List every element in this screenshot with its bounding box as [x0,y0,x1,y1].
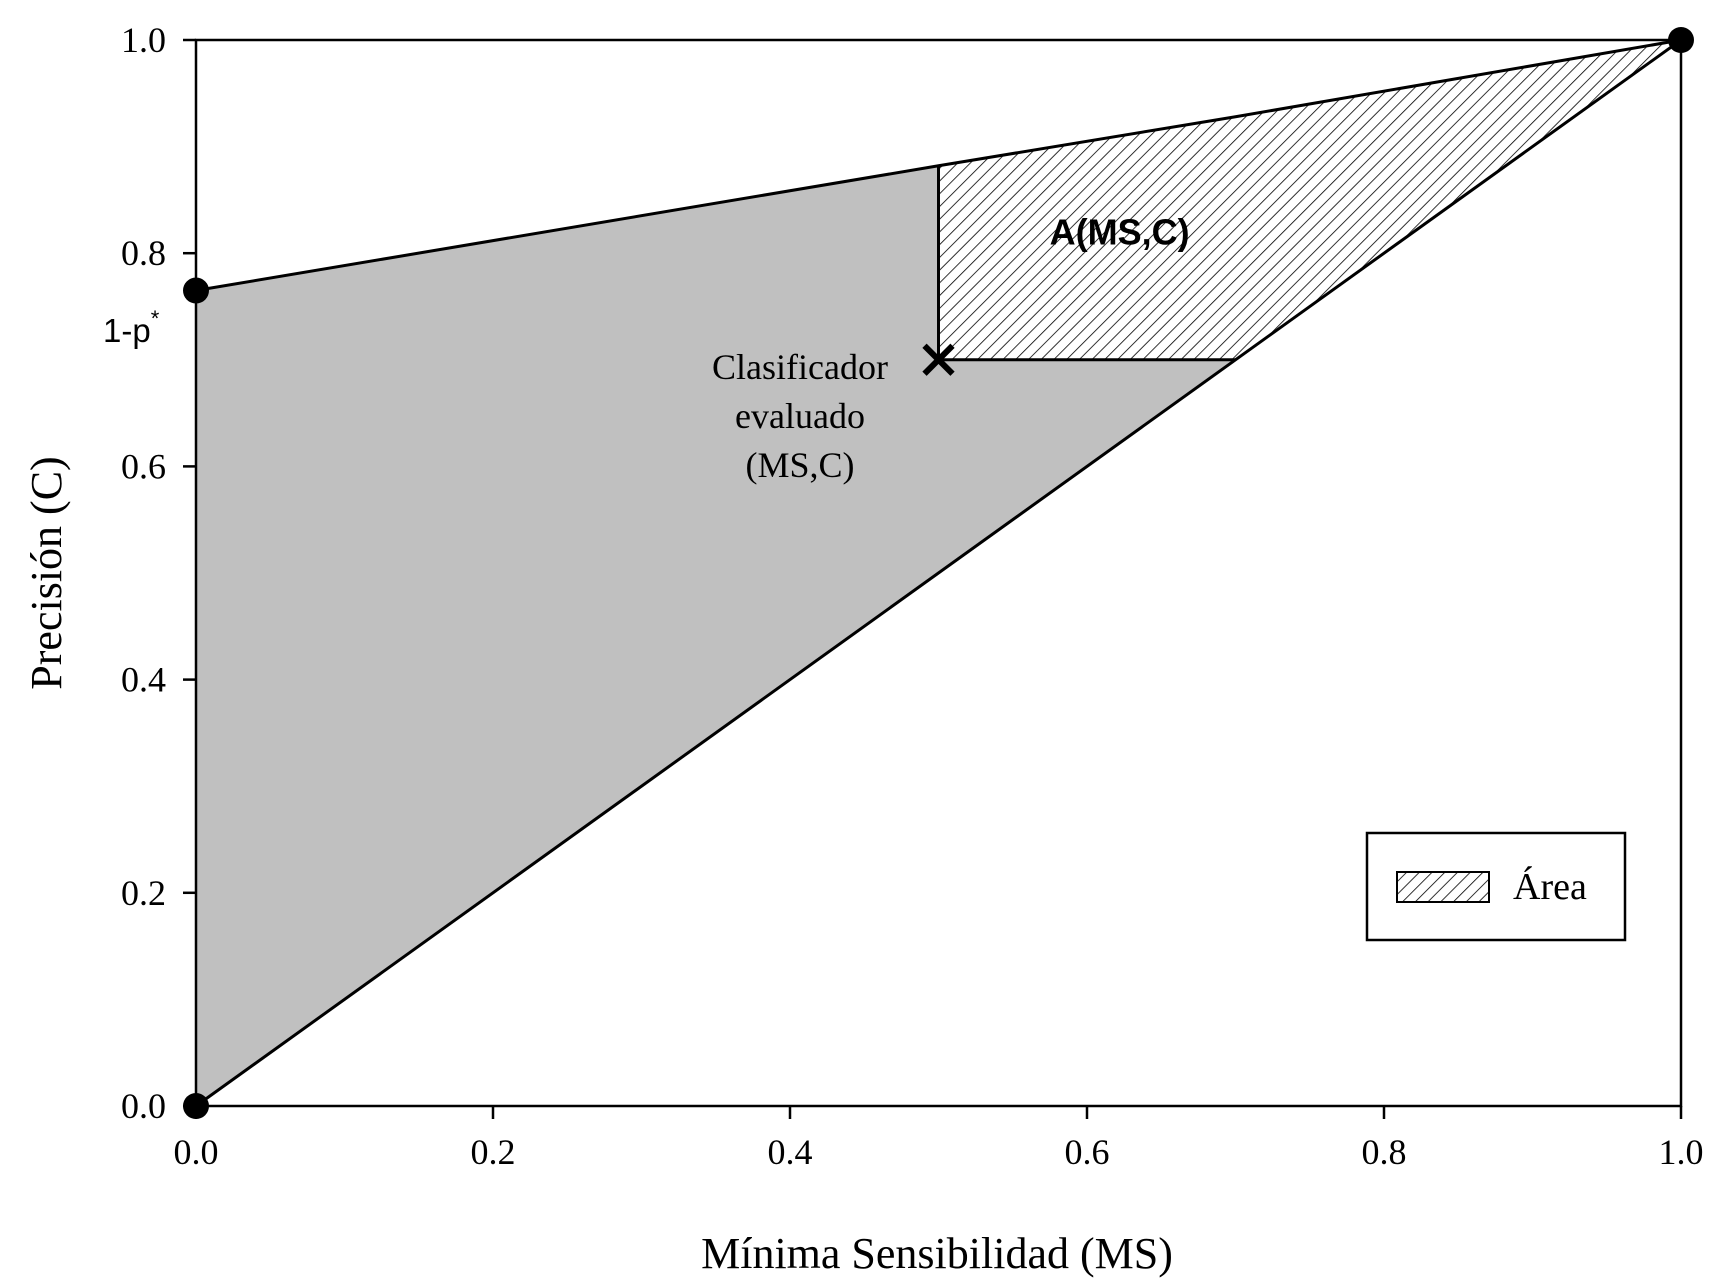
x-tick-label: 0.6 [1065,1132,1110,1172]
area-annotation-label: A(MS,C) [1050,212,1190,253]
legend-swatch [1396,871,1490,903]
key-point-marker [183,1093,209,1119]
x-axis-ticks: 0.0 0.2 0.4 0.6 0.8 1.0 [174,1106,1704,1172]
key-point-markers [183,27,1694,1119]
plot-frame [194,38,1683,1108]
y-axis-ticks: 0.0 0.2 0.4 0.6 0.8 1.0 [121,20,196,1126]
y-tick-label: 1.0 [121,20,166,60]
classifier-label-line-1: Clasificador [712,347,888,387]
y-tick-label: 0.6 [121,446,166,486]
y-axis-label: Precisión (C) [22,456,71,689]
diagonal-line [195,38,1682,1108]
one-minus-p-label: 1-p* [103,306,160,349]
x-tick-label: 0.8 [1362,1132,1407,1172]
x-tick-label: 0.0 [174,1132,219,1172]
y-tick-label: 0.8 [121,233,166,273]
classifier-label-line-2: evaluado [735,396,865,436]
one-minus-p-text: 1-p [103,312,151,349]
y-tick-label: 0.4 [121,660,166,700]
hatched-area-region [938,40,1681,360]
legend-label: Área [1513,866,1587,908]
y-tick-label: 0.0 [121,1086,166,1126]
x-tick-label: 1.0 [1659,1132,1704,1172]
key-point-marker [183,277,209,304]
cross-stroke-b [922,343,955,376]
x-tick-label: 0.4 [768,1132,813,1172]
key-point-marker [1668,27,1694,53]
one-minus-p-superscript: * [151,306,160,331]
y-tick-label: 0.2 [121,873,166,913]
x-axis-label: Mínima Sensibilidad (MS) [701,1229,1173,1278]
upper-boundary-line [195,38,1682,292]
x-tick-label: 0.2 [471,1132,516,1172]
legend: Área [1365,831,1627,942]
evaluated-classifier-marker [922,343,955,376]
classifier-label-line-3: (MS,C) [745,445,854,485]
